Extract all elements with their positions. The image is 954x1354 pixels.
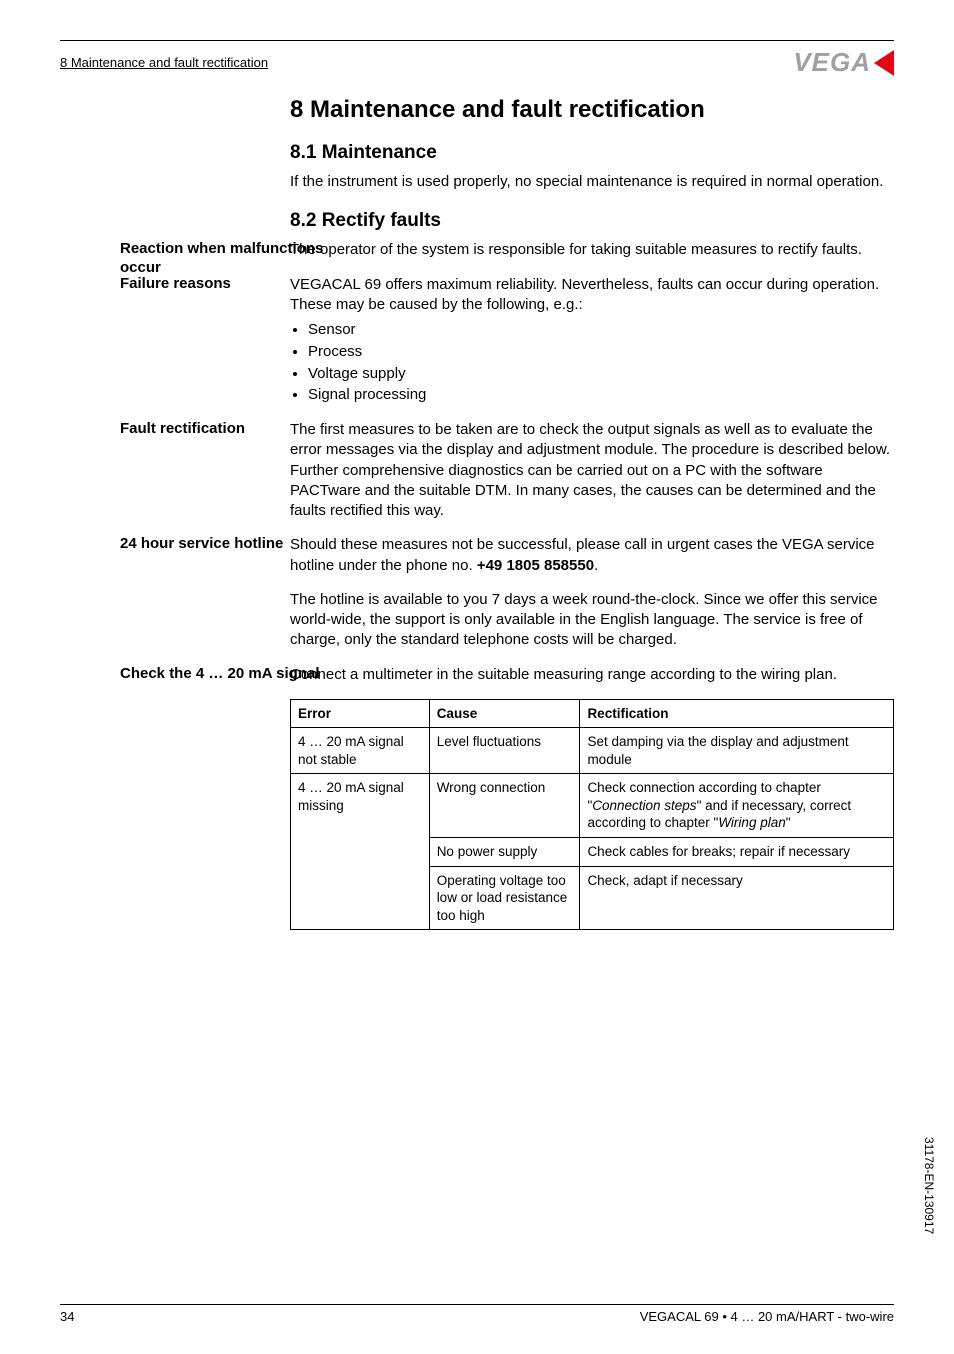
cell-rect: Check connection according to chapter "C…: [580, 774, 894, 838]
maintenance-paragraph: If the instrument is used properly, no s…: [290, 172, 894, 192]
footer-page-number: 34: [60, 1309, 74, 1324]
logo-triangle-icon: [874, 50, 894, 76]
label-reaction: Reaction when malfunctions occur: [120, 240, 330, 278]
hotline-phone: +49 1805 858550: [477, 557, 594, 574]
cell-rect: Check, adapt if necessary: [580, 866, 894, 930]
hotline-para1: Should these measures not be successful,…: [290, 535, 894, 576]
label-check: Check the 4 … 20 mA signal: [120, 665, 330, 684]
th-error: Error: [291, 699, 430, 728]
error-table: Error Cause Rectification 4 … 20 mA sign…: [290, 699, 894, 930]
table-row: 4 … 20 mA signal missing Wrong connectio…: [291, 774, 894, 838]
page-header: 8 Maintenance and fault rectification VE…: [60, 47, 894, 78]
list-item: Process: [308, 341, 894, 363]
cell-cause: Wrong connection: [429, 774, 580, 838]
list-item: Signal processing: [308, 384, 894, 406]
cell-cause: Operating voltage too low or load resist…: [429, 866, 580, 930]
section-heading-8-1: 8.1 Maintenance: [290, 142, 894, 164]
cell-cause: No power supply: [429, 838, 580, 867]
label-failure: Failure reasons: [120, 275, 330, 294]
cell-rect: Set damping via the display and adjustme…: [580, 728, 894, 774]
hotline-p1c: .: [594, 557, 598, 574]
logo-text: VEGA: [793, 47, 871, 78]
label-hotline: 24 hour service hotline: [120, 535, 330, 554]
list-item: Sensor: [308, 319, 894, 341]
rect-italic: Connection steps: [592, 798, 696, 813]
th-rect: Rectification: [580, 699, 894, 728]
page-footer: 34 VEGACAL 69 • 4 … 20 mA/HART - two-wir…: [60, 1304, 894, 1324]
label-rectification: Fault rectification: [120, 420, 330, 439]
cell-rect: Check cables for breaks; repair if neces…: [580, 838, 894, 867]
vega-logo: VEGA: [793, 47, 894, 78]
footer-doc-ref: VEGACAL 69 • 4 … 20 mA/HART - two-wire: [640, 1309, 894, 1324]
header-section-ref: 8 Maintenance and fault rectification: [60, 55, 268, 70]
section-heading-8-2: 8.2 Rectify faults: [290, 210, 894, 232]
rect-text: ": [786, 815, 791, 830]
rectification-text: The first measures to be taken are to ch…: [290, 420, 894, 521]
hotline-para2: The hotline is available to you 7 days a…: [290, 590, 894, 651]
section-heading-8: 8 Maintenance and fault rectification: [290, 96, 894, 124]
failure-bullets: Sensor Process Voltage supply Signal pro…: [290, 319, 894, 406]
table-row: 4 … 20 mA signal not stable Level fluctu…: [291, 728, 894, 774]
th-cause: Cause: [429, 699, 580, 728]
cell-cause: Level fluctuations: [429, 728, 580, 774]
failure-text: VEGACAL 69 offers maximum reliability. N…: [290, 275, 894, 316]
cell-error: 4 … 20 mA signal not stable: [291, 728, 430, 774]
reaction-text: The operator of the system is responsibl…: [290, 240, 894, 260]
check-text: Connect a multimeter in the suitable mea…: [290, 665, 894, 685]
rect-italic: Wiring plan: [718, 815, 785, 830]
cell-error: 4 … 20 mA signal missing: [291, 774, 430, 930]
table-header-row: Error Cause Rectification: [291, 699, 894, 728]
side-document-code: 31178-EN-130917: [922, 1137, 936, 1234]
list-item: Voltage supply: [308, 363, 894, 385]
